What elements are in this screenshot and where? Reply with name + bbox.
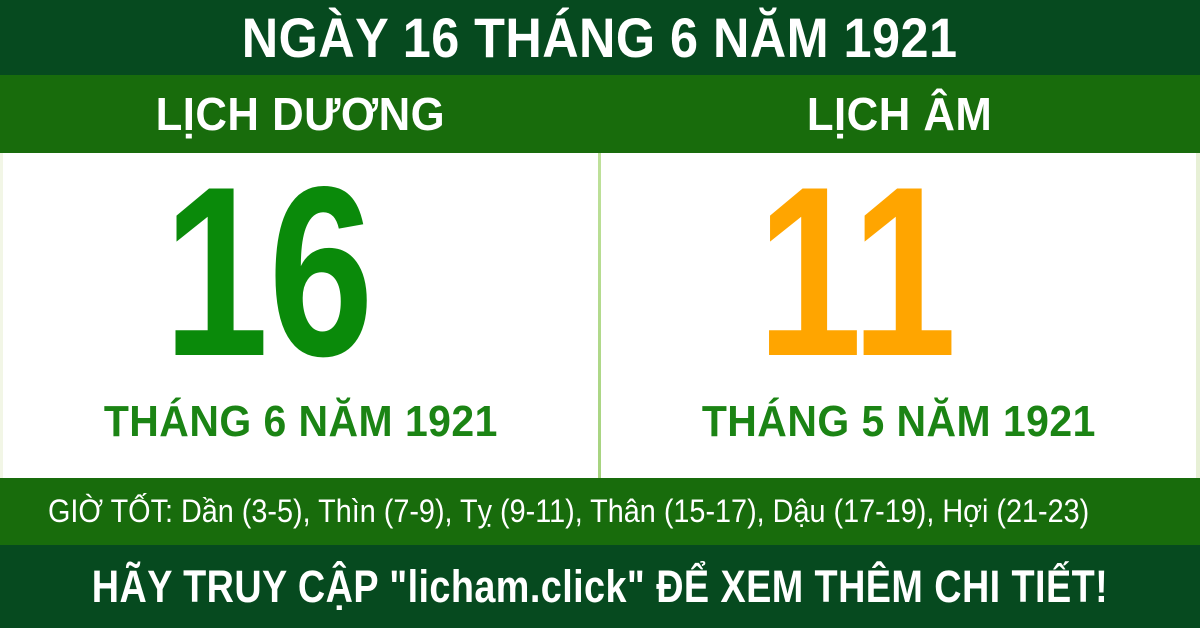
lunar-panel: 11 THÁNG 5 NĂM 1921 [601,137,1196,478]
day-panels: 16 THÁNG 6 NĂM 1921 11 THÁNG 5 NĂM 1921 [0,137,1200,478]
solar-day-number: 16 [163,137,374,407]
lunar-heading-label: LỊCH ÂM [807,88,993,140]
good-hours-text: GIỜ TỐT: Dần (3-5), Thìn (7-9), Tỵ (9-11… [48,493,1090,529]
calendar-type-bar: LỊCH DƯƠNG LỊCH ÂM [0,75,1200,153]
lunar-day-number: 11 [756,137,957,407]
panel-divider [598,153,601,478]
solar-month-label: THÁNG 6 NĂM 1921 [103,397,498,446]
solar-panel: 16 THÁNG 6 NĂM 1921 [3,137,598,478]
solar-heading-label: LỊCH DƯƠNG [155,88,445,140]
footer-bar: HÃY TRUY CẬP "licham.click" ĐỂ XEM THÊM … [0,545,1200,628]
solar-heading-cell: LỊCH DƯƠNG [0,75,600,153]
lunar-month-label: THÁNG 5 NĂM 1921 [701,397,1096,446]
footer-text: HÃY TRUY CẬP "licham.click" ĐỂ XEM THÊM … [91,560,1109,612]
date-header-bar: NGÀY 16 THÁNG 6 NĂM 1921 [0,0,1200,75]
lunar-heading-cell: LỊCH ÂM [600,75,1200,153]
good-hours-bar: GIỜ TỐT: Dần (3-5), Thìn (7-9), Tỵ (9-11… [0,478,1200,545]
page-title: NGÀY 16 THÁNG 6 NĂM 1921 [242,6,958,69]
